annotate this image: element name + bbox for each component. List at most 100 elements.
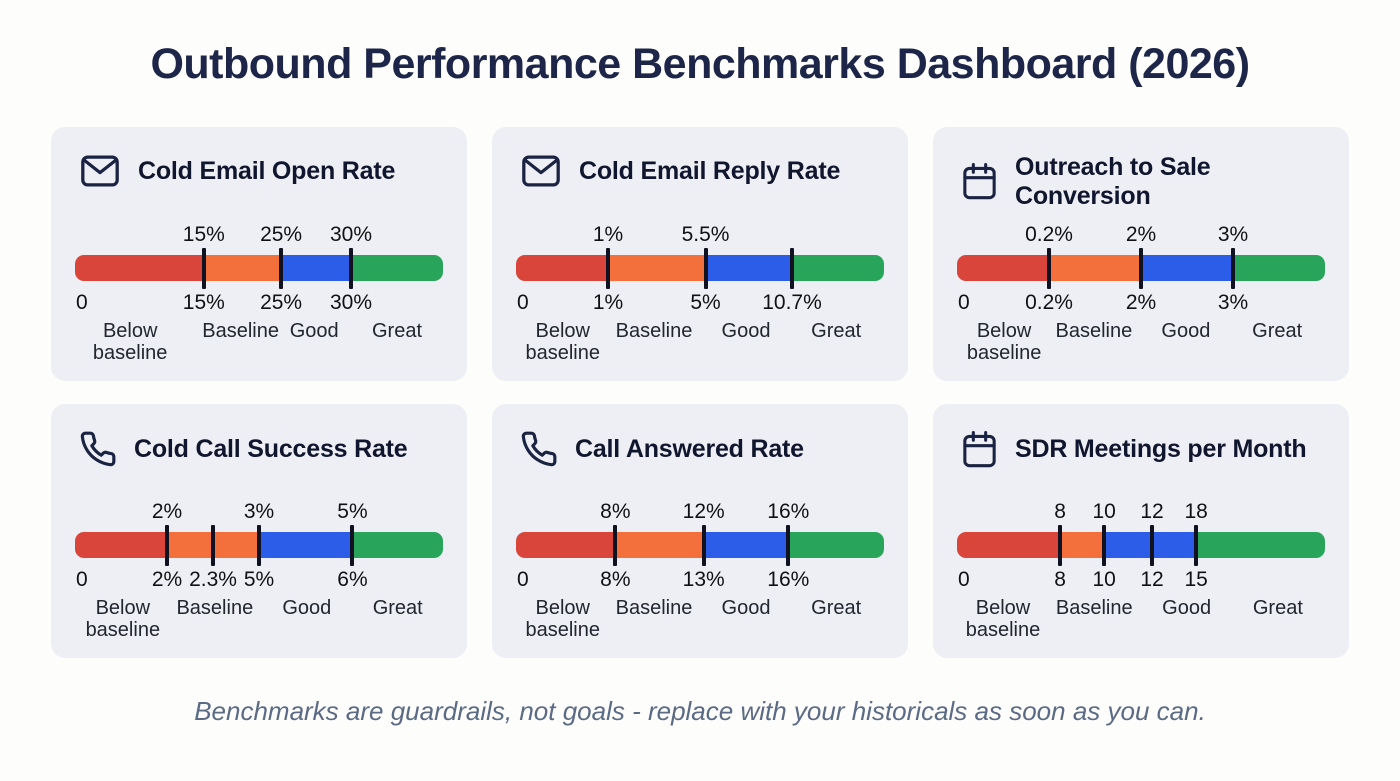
benchmark-card: SDR Meetings per Month 0 8 8 10 10 12 12 18 15 B… [933, 404, 1349, 658]
tick-label-below: 0.2% [1025, 291, 1073, 314]
benchmark-scale: 0 2% 2% 2.3% 3% 5% 5% 6% Below baseline Baseline… [75, 500, 443, 648]
benchmark-scale: 0 1% 1% 5.5% 5% 10.7% Below baseline Baseline G… [516, 223, 884, 371]
tick-label-above: 16% [767, 500, 810, 523]
benchmark-card: Call Answered Rate 0 8% 8% 12% 13% 16% 16% Bel… [492, 404, 908, 658]
category-label: Good [1162, 597, 1212, 619]
card-header: Cold Email Reply Rate [492, 127, 908, 189]
tick-mark [703, 248, 708, 289]
tick-mark [257, 525, 261, 566]
segment-orange [1060, 532, 1105, 558]
tick-mark [1150, 525, 1155, 566]
tick-label-below: 5% [690, 291, 721, 314]
category-label: Good [721, 320, 771, 342]
tick-label-below: 2% [151, 568, 183, 591]
category-label: Baseline [176, 597, 254, 619]
tick-mark [701, 525, 706, 566]
tick-label-above: 3% [1217, 223, 1249, 246]
category-label: Great [1252, 597, 1303, 619]
tick-mark [1231, 248, 1235, 289]
tick-label-below: 10.7% [762, 291, 822, 314]
tick-label-above: 0.2% [1025, 223, 1073, 246]
tick-mark [790, 248, 794, 289]
scale-origin-label: 0 [76, 291, 88, 314]
tick-label-below: 16% [767, 568, 810, 591]
card-header: Cold Call Success Rate [51, 404, 467, 468]
tick-mark [1047, 248, 1051, 289]
scale-origin-label: 0 [958, 291, 970, 314]
category-label: Baseline [1055, 597, 1133, 619]
tick-mark [1194, 525, 1199, 566]
tick-label-above: 30% [329, 223, 373, 246]
category-label: Great [371, 320, 423, 342]
category-label: Great [372, 597, 423, 619]
segment-red [75, 255, 204, 281]
tick-label-above: 25% [260, 223, 303, 246]
phone-icon [79, 430, 117, 468]
tick-label-below: 8% [600, 568, 631, 591]
category-label: Great [1252, 320, 1303, 342]
category-label: Good [1161, 320, 1211, 342]
scale-bar [75, 255, 443, 281]
card-title: Call Answered Rate [575, 434, 804, 463]
calendar-icon [961, 162, 998, 201]
mail-icon [520, 153, 562, 189]
segment-orange [203, 255, 282, 281]
tick-label-below: 6% [337, 568, 368, 591]
tick-label-above: 2% [151, 500, 183, 523]
tick-mark [350, 525, 355, 566]
tick-mark [1139, 248, 1143, 289]
segment-green [788, 532, 884, 558]
scale-origin-label: 0 [958, 568, 970, 591]
card-header: Outreach to Sale Conversion [933, 127, 1349, 210]
tick-label-above: 10 [1092, 500, 1116, 523]
category-label: Below baseline [966, 320, 1042, 365]
segment-blue [705, 255, 792, 281]
category-label: Baseline [615, 320, 693, 342]
segment-orange [1049, 255, 1141, 281]
tick-label-above: 12% [682, 500, 725, 523]
segment-orange [608, 255, 706, 281]
tick-label-below: 5% [243, 568, 275, 591]
category-label: Great [811, 320, 862, 342]
tick-mark [165, 525, 169, 566]
segment-green [1233, 255, 1325, 281]
card-title: Cold Email Open Rate [138, 156, 396, 185]
category-label: Baseline [1055, 320, 1133, 342]
tick-label-below: 1% [592, 291, 624, 314]
benchmark-scale: 0 15% 15% 25% 25% 30% 30% Below baseline Baseli… [75, 223, 443, 371]
scale-bar [957, 255, 1325, 281]
mail-icon [79, 153, 121, 189]
tick-mark [349, 248, 353, 289]
category-label: Good [721, 597, 771, 619]
segment-red [957, 532, 1061, 558]
tick-label-above: 8 [1054, 500, 1066, 523]
card-title: Cold Email Reply Rate [579, 156, 841, 185]
tick-label-below: 2% [1125, 291, 1157, 314]
tick-mark [613, 525, 618, 566]
phone-icon [520, 430, 558, 468]
segment-green [350, 255, 443, 281]
segment-red [75, 532, 167, 558]
tick-label-below: 30% [329, 291, 373, 314]
tick-label-below: 15% [182, 291, 225, 314]
category-label: Below baseline [92, 320, 168, 365]
segment-blue [1141, 255, 1233, 281]
category-label: Good [289, 320, 339, 342]
tick-mark [1058, 525, 1063, 566]
tick-label-above: 5% [337, 500, 368, 523]
segment-green [352, 532, 443, 558]
benchmark-card: Cold Email Open Rate 0 15% 15% 25% 25% 30% 30… [51, 127, 467, 381]
tick-mark [279, 248, 284, 289]
category-label: Below baseline [85, 597, 161, 642]
card-title: SDR Meetings per Month [1015, 435, 1307, 464]
scale-bar [516, 532, 884, 558]
benchmark-card: Cold Call Success Rate 0 2% 2% 2.3% 3% 5% 5% 6… [51, 404, 467, 658]
benchmark-card: Outreach to Sale Conversion 0 0.2% 0.2% 2%… [933, 127, 1349, 381]
card-header: Call Answered Rate [492, 404, 908, 468]
card-title: Cold Call Success Rate [134, 434, 408, 463]
tick-label-below: 8 [1054, 568, 1066, 591]
scale-bar [75, 532, 443, 558]
segment-blue [703, 532, 789, 558]
footer-note: Benchmarks are guardrails, not goals - r… [194, 696, 1206, 726]
tick-label-below: 12 [1140, 568, 1164, 591]
